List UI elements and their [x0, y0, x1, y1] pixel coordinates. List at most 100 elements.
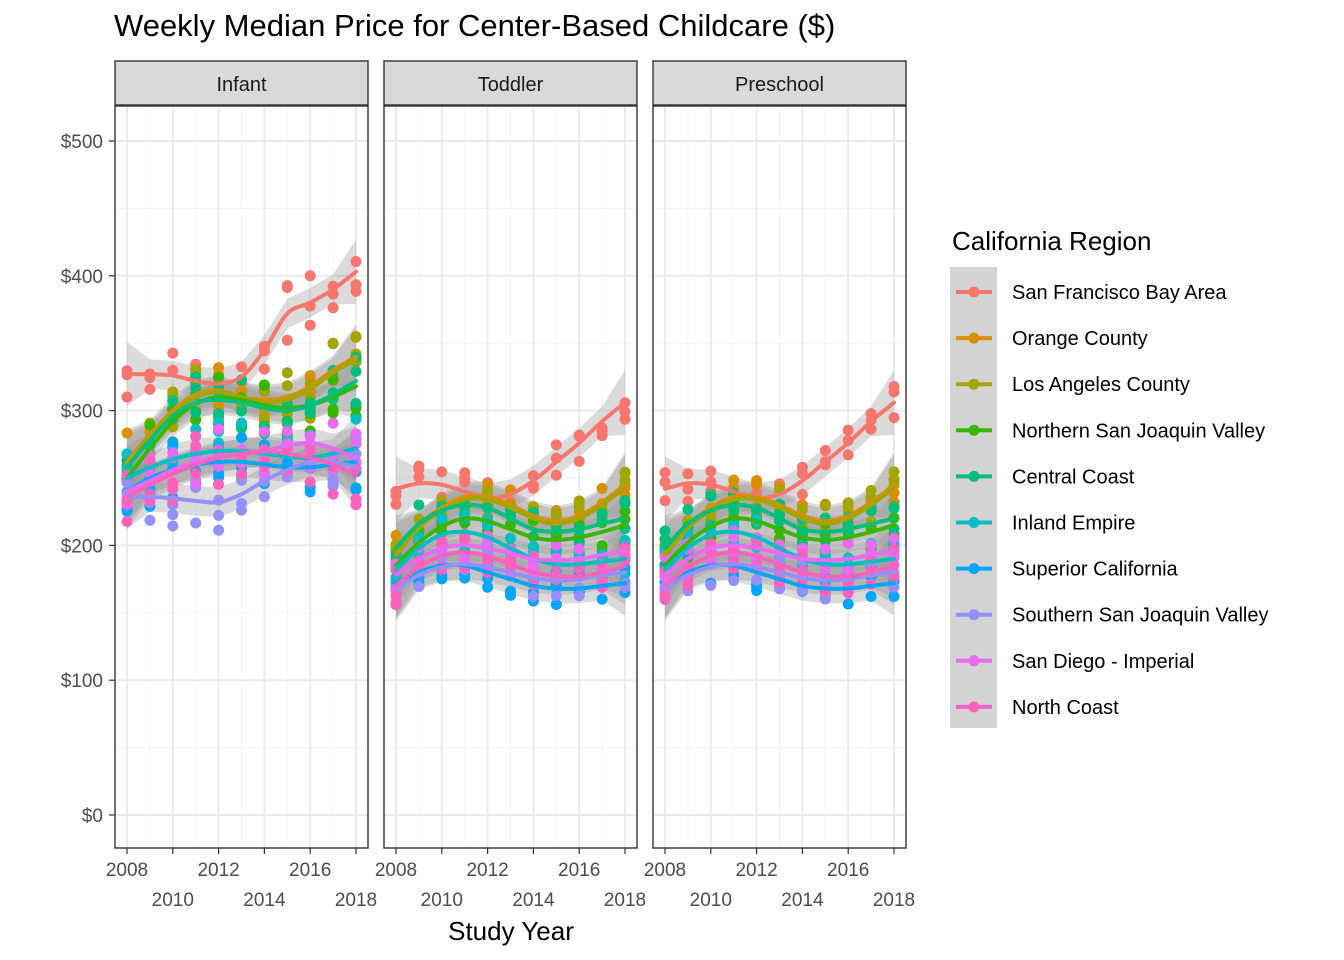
- x-tick-label: 2018: [873, 890, 915, 911]
- x-tick-label: 2012: [735, 860, 777, 881]
- data-point: [659, 467, 671, 479]
- data-point: [167, 347, 179, 359]
- legend-key-point: [968, 470, 980, 482]
- y-tick-label: $300: [61, 402, 103, 423]
- data-point: [327, 417, 339, 429]
- y-tick-label: $400: [61, 267, 103, 288]
- panel-border: [383, 105, 638, 849]
- data-point: [728, 575, 740, 587]
- data-point: [236, 361, 247, 373]
- data-point: [842, 598, 854, 610]
- data-point: [213, 524, 225, 536]
- chart-title: Weekly Median Price for Center-Based Chi…: [114, 8, 836, 43]
- legend-key-point: [968, 378, 980, 390]
- data-point: [682, 495, 694, 507]
- data-point: [659, 590, 671, 602]
- data-point: [236, 468, 247, 480]
- data-point: [413, 499, 425, 511]
- data-point: [236, 432, 247, 444]
- trend-line-central-coast: [394, 502, 627, 551]
- data-point: [390, 529, 402, 541]
- trend-line-inland-empire: [125, 446, 358, 480]
- data-point: [527, 482, 539, 494]
- x-tick-label: 2014: [512, 890, 555, 911]
- data-point: [190, 382, 202, 394]
- data-point: [527, 590, 539, 602]
- trend-line-northern-san-joaquin-valley: [394, 516, 627, 568]
- data-point: [728, 531, 740, 543]
- data-point: [888, 412, 900, 424]
- data-point: [482, 581, 494, 593]
- data-point: [213, 362, 225, 374]
- data-point: [888, 502, 900, 514]
- data-point: [842, 497, 854, 509]
- trend-line-san-francisco-bay-area: [125, 269, 358, 386]
- data-point: [327, 338, 339, 350]
- confidence-band: [127, 239, 356, 407]
- data-point: [190, 478, 202, 490]
- trend-line-north-coast: [125, 449, 358, 499]
- data-point: [281, 367, 293, 379]
- legend-label: North Coast: [1012, 697, 1119, 719]
- legend-key-point: [968, 655, 980, 667]
- confidence-band: [665, 492, 894, 598]
- facet-panel-infant: Infant: [114, 60, 369, 849]
- trend-line-san-francisco-bay-area: [663, 400, 896, 501]
- data-point: [751, 574, 763, 586]
- data-point: [482, 485, 494, 497]
- x-tick-label: 2010: [690, 890, 732, 911]
- data-point: [327, 488, 339, 500]
- data-point: [190, 414, 202, 426]
- data-point: [350, 365, 362, 377]
- data-point: [213, 400, 225, 412]
- x-tick-label: 2010: [421, 890, 463, 911]
- data-point: [304, 270, 316, 282]
- data-point: [819, 593, 831, 605]
- data-point: [213, 408, 225, 420]
- data-point: [327, 403, 339, 415]
- data-point: [350, 285, 362, 297]
- data-point: [213, 509, 225, 521]
- data-point: [705, 579, 717, 591]
- data-point: [190, 517, 202, 529]
- data-point: [819, 500, 831, 512]
- data-point: [527, 541, 539, 553]
- trend-line-san-diego-imperial: [394, 543, 627, 578]
- x-tick-label: 2012: [197, 860, 239, 881]
- x-axis: 2008201020122014201620182008201020122014…: [106, 848, 915, 911]
- legend-item: San Diego - Imperial: [956, 651, 1194, 673]
- data-point: [167, 437, 179, 449]
- data-point: [728, 474, 740, 486]
- data-point: [550, 508, 562, 520]
- data-point: [350, 331, 362, 343]
- data-point: [659, 533, 671, 545]
- data-point: [281, 280, 293, 292]
- x-tick-label: 2008: [106, 860, 148, 881]
- data-point: [350, 256, 362, 268]
- data-point: [144, 419, 156, 431]
- data-point: [327, 478, 339, 490]
- data-point: [190, 440, 202, 452]
- data-point: [619, 468, 631, 480]
- data-point: [281, 416, 293, 428]
- data-point: [167, 364, 179, 376]
- data-point: [888, 380, 900, 392]
- legend-item: Southern San Joaquin Valley: [956, 605, 1268, 627]
- trend-line-central-coast: [125, 378, 358, 470]
- x-tick-label: 2014: [781, 890, 824, 911]
- legend-key-point: [968, 517, 980, 528]
- facet-strip: [652, 60, 907, 106]
- data-point: [350, 428, 362, 440]
- data-point: [751, 478, 763, 490]
- legend-key-point: [968, 701, 980, 713]
- data-point: [550, 598, 562, 610]
- data-point: [796, 489, 808, 501]
- x-tick-label: 2008: [644, 860, 686, 881]
- data-point: [573, 455, 585, 467]
- data-point: [842, 564, 854, 576]
- data-point: [865, 590, 877, 602]
- confidence-band: [396, 492, 625, 598]
- data-point: [258, 426, 270, 438]
- legend-label: San Diego - Imperial: [1012, 651, 1194, 673]
- data-point: [121, 391, 133, 403]
